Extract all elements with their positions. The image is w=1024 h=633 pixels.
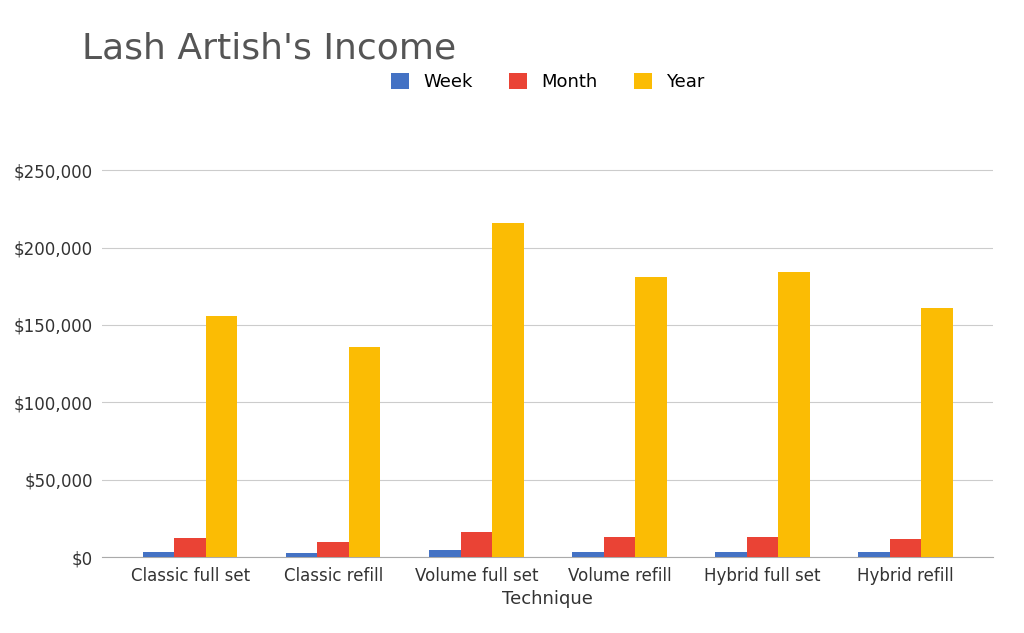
Bar bbox=[349, 347, 381, 557]
Bar bbox=[174, 539, 206, 557]
Bar bbox=[746, 537, 778, 557]
Bar bbox=[429, 550, 461, 557]
Bar bbox=[461, 532, 493, 557]
Bar bbox=[286, 553, 317, 557]
Bar bbox=[143, 553, 174, 557]
Bar bbox=[572, 551, 603, 557]
Bar bbox=[317, 542, 349, 557]
X-axis label: Technique: Technique bbox=[503, 591, 593, 608]
Bar bbox=[603, 537, 635, 557]
Bar bbox=[206, 316, 238, 557]
Bar bbox=[778, 272, 810, 557]
Bar bbox=[493, 223, 523, 557]
Bar bbox=[858, 553, 890, 557]
Bar bbox=[890, 539, 922, 557]
Legend: Week, Month, Year: Week, Month, Year bbox=[391, 73, 705, 91]
Bar bbox=[922, 308, 952, 557]
Text: Lash Artish's Income: Lash Artish's Income bbox=[82, 32, 456, 66]
Bar bbox=[635, 277, 667, 557]
Bar bbox=[715, 551, 746, 557]
